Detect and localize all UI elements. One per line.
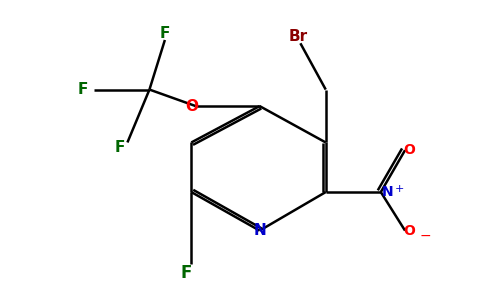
Text: N: N [253,223,266,238]
Text: F: F [114,140,124,155]
Text: O: O [403,143,415,157]
Text: Br: Br [288,29,307,44]
Text: F: F [160,26,170,41]
Text: F: F [181,264,192,282]
Text: +: + [395,184,404,194]
Text: F: F [77,82,88,97]
Text: −: − [420,229,431,243]
Text: N: N [381,185,393,199]
Text: O: O [185,99,198,114]
Text: O: O [403,224,415,238]
